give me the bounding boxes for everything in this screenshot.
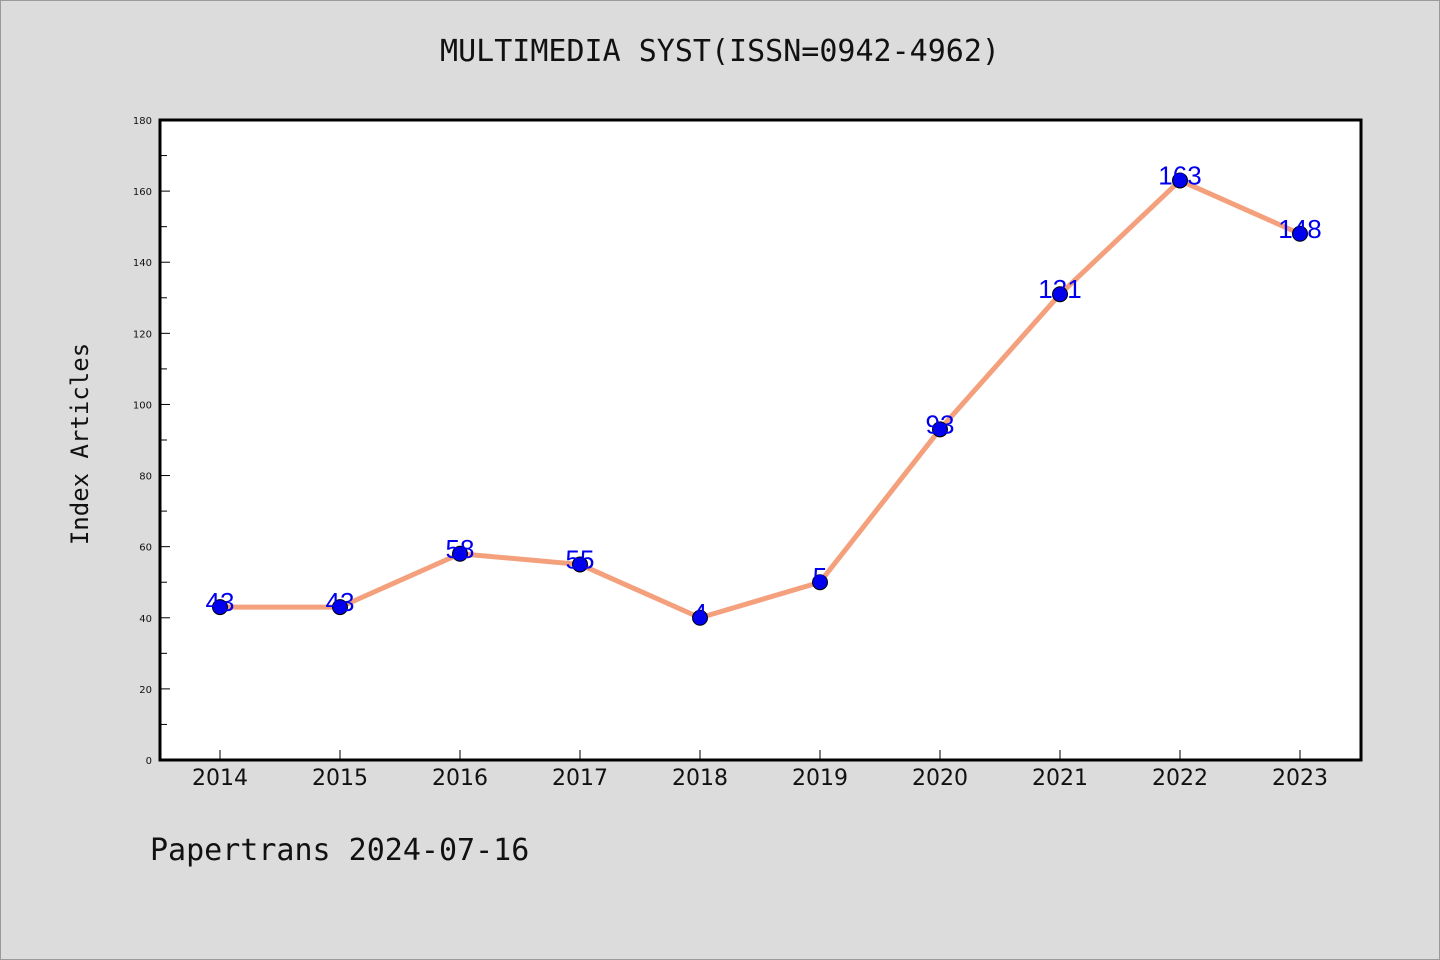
y-axis-ticks: 0 20 40 60 80 100 120 140 160 180 bbox=[133, 116, 170, 767]
data-point bbox=[692, 609, 708, 626]
data-label: 43 bbox=[326, 587, 355, 617]
x-tick-label: 2023 bbox=[1272, 766, 1328, 791]
x-tick-label: 2016 bbox=[432, 766, 488, 791]
data-point bbox=[212, 599, 228, 616]
x-tick-label: 2017 bbox=[552, 766, 608, 791]
data-point bbox=[932, 421, 948, 438]
x-tick-label: 2015 bbox=[312, 766, 368, 791]
y-tick-label: 0 bbox=[146, 756, 152, 767]
x-tick-label: 2022 bbox=[1152, 766, 1208, 791]
data-point bbox=[1172, 172, 1188, 189]
y-tick-label: 60 bbox=[139, 543, 152, 554]
data-label: 93 bbox=[926, 409, 955, 439]
data-label: 148 bbox=[1278, 214, 1321, 244]
y-tick-label: 40 bbox=[139, 614, 152, 625]
chart-title: MULTIMEDIA SYST(ISSN=0942-4962) bbox=[440, 34, 1000, 69]
data-label: 131 bbox=[1038, 274, 1081, 304]
x-tick-label: 2021 bbox=[1032, 766, 1088, 791]
data-label: 58 bbox=[446, 534, 475, 564]
data-point bbox=[332, 599, 348, 616]
data-point bbox=[572, 556, 588, 573]
y-tick-label: 180 bbox=[133, 116, 152, 127]
x-tick-label: 2018 bbox=[672, 766, 728, 791]
data-point bbox=[1052, 286, 1068, 303]
series-line bbox=[217, 177, 1303, 621]
data-label: 163 bbox=[1158, 160, 1201, 190]
x-tick-label: 2020 bbox=[912, 766, 968, 791]
x-axis-ticks: 2014 2015 2016 2017 2018 2019 2020 2021 2022 2023 bbox=[192, 750, 1328, 791]
y-tick-label: 160 bbox=[133, 187, 152, 198]
data-label: 4 bbox=[693, 598, 707, 628]
data-point bbox=[812, 574, 828, 591]
x-tick-label: 2014 bbox=[192, 766, 248, 791]
data-labels: 43 43 58 55 4 5 93 131 163 148 bbox=[206, 160, 1322, 627]
data-label: 55 bbox=[566, 544, 595, 574]
y-tick-label: 80 bbox=[139, 472, 152, 483]
y-tick-label: 20 bbox=[139, 685, 152, 696]
data-point bbox=[452, 545, 468, 562]
data-label: 5 bbox=[813, 562, 827, 592]
y-tick-label: 120 bbox=[133, 329, 152, 340]
data-point bbox=[1292, 225, 1308, 242]
footer-stamp: Papertrans 2024-07-16 bbox=[150, 833, 530, 868]
series-group bbox=[212, 172, 1308, 626]
x-tick-label: 2019 bbox=[792, 766, 848, 791]
y-tick-label: 140 bbox=[133, 258, 152, 269]
y-tick-label: 100 bbox=[133, 400, 152, 411]
plot-area bbox=[158, 118, 1363, 762]
data-label: 43 bbox=[206, 587, 235, 617]
